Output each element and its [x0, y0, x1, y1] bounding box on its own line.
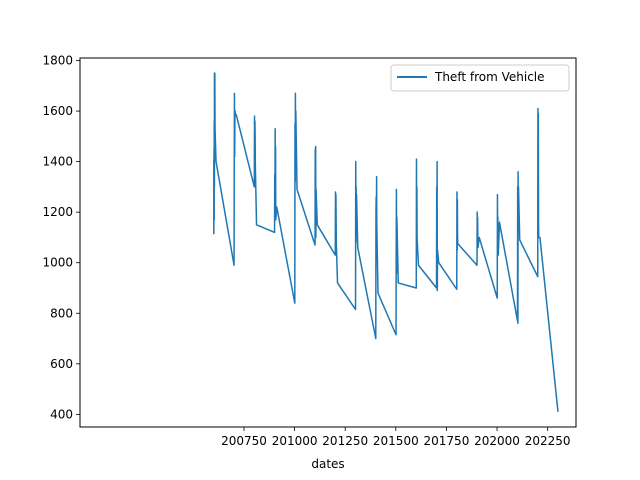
plot-frame: [79, 57, 577, 428]
y-tick-label: 400: [50, 407, 73, 421]
legend-label-theft-from-vehicle: Theft from Vehicle: [434, 70, 545, 84]
y-tick-label: 1600: [42, 104, 73, 118]
y-tick-label: 1400: [42, 155, 73, 169]
y-tick-label: 1000: [42, 256, 73, 270]
x-axis-title: dates: [311, 457, 344, 471]
y-tick-label: 600: [50, 357, 73, 371]
y-axis-ticks: 400 600 800 1000 1200 1400 1600 1800: [42, 54, 80, 421]
x-axis-ticks: 200750 201000 201250 201500 201750 202000 2022…: [221, 427, 571, 448]
series-line-0: [213, 72, 559, 412]
x-tick-label: 202000: [474, 434, 520, 448]
legend-box: [390, 64, 570, 92]
legend: Theft from Vehicle: [390, 64, 570, 92]
x-tick-label: 201000: [272, 434, 318, 448]
y-tick-label: 800: [50, 306, 73, 320]
series-lines: [213, 72, 559, 412]
y-tick-label: 1800: [42, 54, 73, 68]
x-tick-label: 201750: [424, 434, 470, 448]
x-tick-label: 200750: [221, 434, 267, 448]
y-tick-label: 1200: [42, 205, 73, 219]
x-tick-label: 201500: [373, 434, 419, 448]
x-tick-label: 202250: [525, 434, 571, 448]
x-tick-label: 201250: [322, 434, 368, 448]
